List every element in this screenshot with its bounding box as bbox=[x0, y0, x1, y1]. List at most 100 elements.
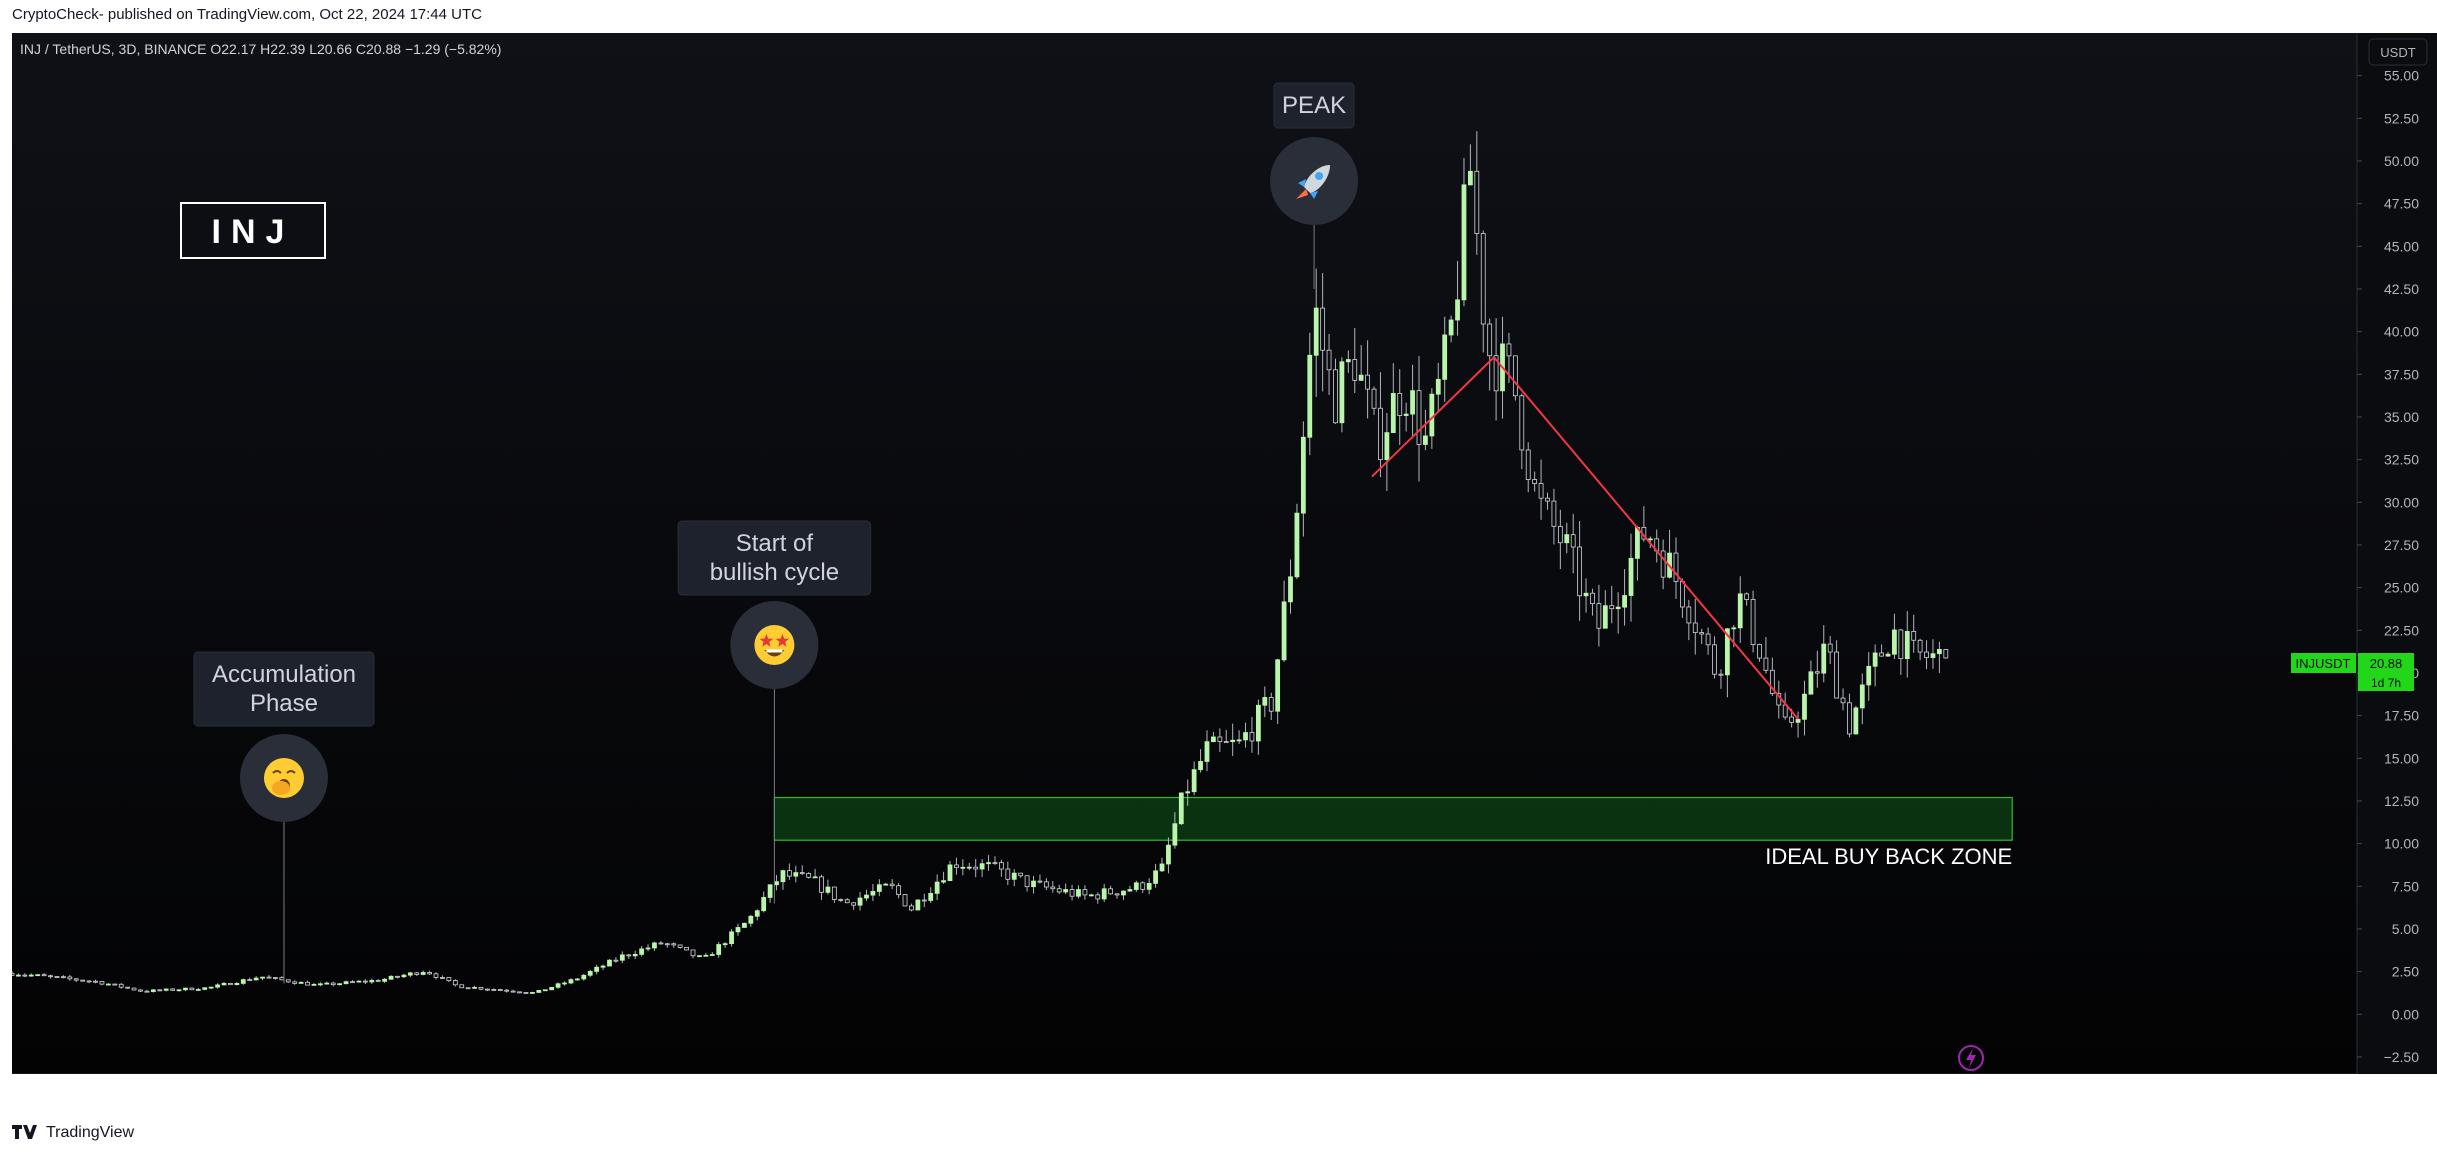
candle-down bbox=[896, 885, 901, 896]
candle-up bbox=[825, 886, 831, 893]
bullish-label-line: bullish cycle bbox=[710, 559, 839, 586]
candle-up bbox=[1063, 889, 1069, 893]
publish-header: CryptoCheck- published on TradingView.co… bbox=[12, 6, 482, 23]
candle-down bbox=[799, 872, 805, 875]
candle-down bbox=[1943, 649, 1949, 659]
currency-button[interactable]: USDT bbox=[2368, 38, 2428, 66]
peak-annotation[interactable]: PEAK bbox=[1270, 82, 1359, 289]
candle-down bbox=[1577, 546, 1583, 597]
candle-down bbox=[1557, 525, 1563, 544]
candle-down bbox=[973, 866, 979, 870]
y-tick-label: 12.50 bbox=[2384, 793, 2419, 809]
candle-up bbox=[812, 876, 818, 879]
candle-up bbox=[343, 981, 349, 985]
candle-up bbox=[1088, 894, 1094, 897]
candle-down bbox=[1834, 651, 1839, 699]
candle-down bbox=[626, 954, 632, 957]
candle-down bbox=[465, 987, 471, 990]
candle-down bbox=[902, 894, 908, 907]
candle-down bbox=[1924, 651, 1929, 658]
y-tick-label: 35.00 bbox=[2384, 409, 2419, 425]
trendline[interactable] bbox=[1493, 356, 1799, 720]
candle-up bbox=[221, 982, 227, 986]
candle-up bbox=[1384, 432, 1390, 461]
trendline[interactable] bbox=[1371, 356, 1495, 478]
candle-down bbox=[1493, 355, 1499, 392]
last-price-tag: INJUSDT 20.88 1d 7h bbox=[2291, 653, 2414, 691]
candle-down bbox=[671, 943, 677, 946]
lightning-icon[interactable] bbox=[1958, 1045, 1984, 1071]
candle-down bbox=[684, 946, 689, 951]
candle-up bbox=[356, 980, 362, 983]
candle-down bbox=[1223, 741, 1229, 743]
candle-down bbox=[54, 976, 60, 978]
candle-down bbox=[1763, 657, 1769, 671]
candle-up bbox=[1230, 739, 1236, 743]
candle-up bbox=[761, 897, 767, 912]
candle-down bbox=[61, 976, 66, 979]
candle-up bbox=[1885, 653, 1891, 657]
candle-down bbox=[485, 988, 490, 991]
candle-down bbox=[664, 943, 670, 946]
tradingview-footer[interactable]: TradingView bbox=[12, 1121, 134, 1145]
candle-up bbox=[562, 982, 567, 985]
candle-down bbox=[819, 876, 824, 893]
yawning-face-icon bbox=[263, 758, 304, 798]
candle-down bbox=[1519, 395, 1525, 451]
candle-down bbox=[1005, 868, 1011, 880]
y-tick-label: 5.00 bbox=[2392, 921, 2419, 937]
candle-down bbox=[1718, 673, 1724, 676]
candle-down bbox=[491, 989, 497, 991]
y-tick-label: 15.00 bbox=[2384, 750, 2419, 766]
candle-down bbox=[93, 980, 98, 983]
candle-down bbox=[517, 991, 522, 994]
candle-up bbox=[1178, 792, 1184, 825]
candle-up bbox=[1724, 628, 1730, 676]
candle-up bbox=[767, 884, 773, 898]
candle-up bbox=[163, 988, 169, 991]
candle-down bbox=[375, 979, 381, 982]
candle-down bbox=[1371, 388, 1377, 409]
candle-up bbox=[1275, 659, 1281, 712]
candle-down bbox=[41, 974, 47, 977]
candle-up bbox=[864, 894, 869, 899]
candle-down bbox=[330, 982, 336, 986]
candle-up bbox=[1153, 870, 1158, 884]
candle-up bbox=[986, 862, 991, 865]
candle-down bbox=[1538, 483, 1544, 499]
candle-down bbox=[1847, 702, 1852, 735]
candle-down bbox=[1037, 880, 1043, 883]
candle-up bbox=[581, 974, 587, 980]
candle-up bbox=[388, 975, 394, 980]
peak-label-line: PEAK bbox=[1282, 92, 1346, 119]
accumulation-label-line: Phase bbox=[250, 690, 318, 717]
candle-down bbox=[157, 989, 163, 992]
candle-up bbox=[1390, 393, 1396, 434]
y-tick-label: 0.00 bbox=[2392, 1006, 2419, 1022]
bullish-label-line: Start of bbox=[736, 530, 814, 557]
buy-back-zone[interactable] bbox=[773, 796, 2013, 841]
candle-up bbox=[369, 979, 375, 983]
candle-down bbox=[1512, 355, 1518, 397]
candle-down bbox=[446, 977, 452, 981]
candle-up bbox=[607, 959, 612, 967]
candle-down bbox=[1018, 872, 1024, 877]
candle-up bbox=[1821, 643, 1827, 674]
y-tick-label: 2.50 bbox=[2392, 964, 2419, 980]
candle-down bbox=[144, 990, 150, 993]
candle-up bbox=[934, 881, 940, 894]
candle-up bbox=[619, 954, 625, 961]
y-tick-label: 7.50 bbox=[2392, 878, 2419, 894]
candle-up bbox=[1211, 736, 1216, 743]
candle-up bbox=[1307, 354, 1313, 438]
y-tick-label: −2.50 bbox=[2384, 1049, 2420, 1065]
candle-up bbox=[1339, 361, 1345, 424]
candle-down bbox=[851, 902, 857, 906]
candle-up bbox=[215, 984, 220, 988]
accumulation-label-line: Accumulation bbox=[212, 661, 356, 688]
candle-down bbox=[889, 883, 895, 887]
y-tick-label: 10.00 bbox=[2384, 836, 2419, 852]
